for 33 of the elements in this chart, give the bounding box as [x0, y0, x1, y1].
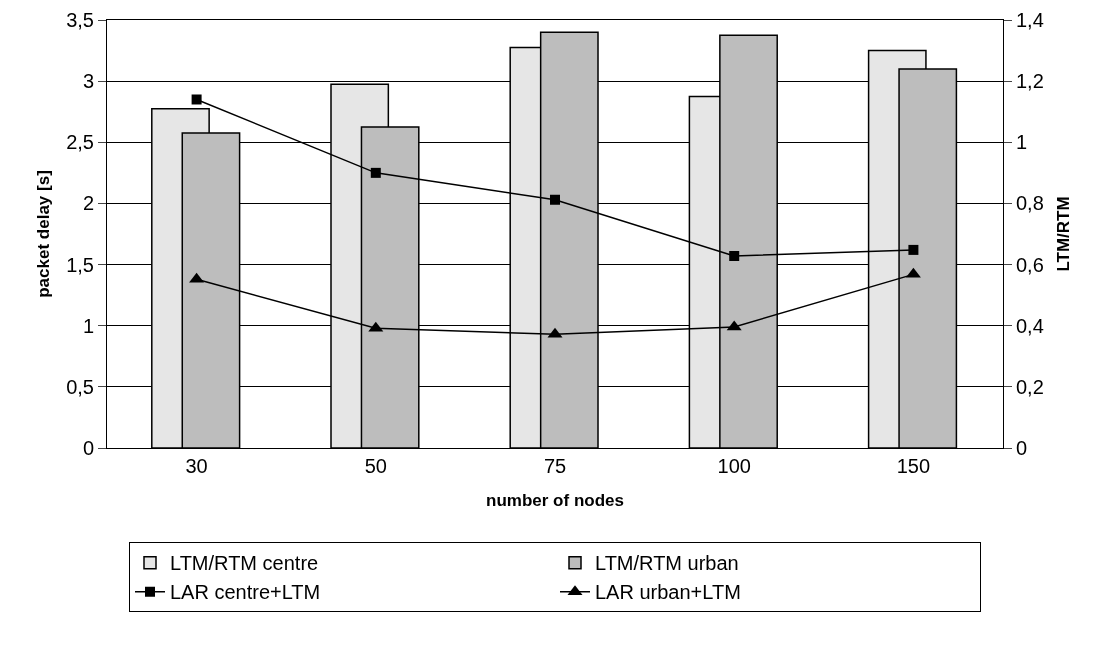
legend-label: LTM/RTM urban: [595, 552, 739, 575]
x-tick-label: 30: [185, 455, 208, 477]
x-axis-title: number of nodes: [486, 491, 624, 511]
y-tick-label: 3,5: [66, 9, 94, 31]
y2-tick-label: 1,2: [1016, 70, 1044, 93]
y-tick-label: 3: [82, 70, 94, 93]
y2-tick-label: 1: [1016, 131, 1028, 154]
y2-tick-label: 0: [1016, 437, 1028, 459]
point: [550, 194, 560, 205]
y2-axis-title: LTM/RTM: [1054, 196, 1074, 272]
y2-tick-label: 0,2: [1016, 375, 1044, 398]
x-tick-label: 150: [896, 455, 931, 477]
y2-tick-label: 1,4: [1016, 9, 1044, 31]
y-tick-label: 2: [82, 192, 94, 215]
y-tick-label: 1,5: [66, 253, 94, 276]
y-tick-label: 2,5: [66, 131, 94, 154]
y-tick-label: 1: [82, 314, 94, 337]
legend-label: LAR centre+LTM: [170, 581, 321, 604]
x-tick-label: 75: [543, 455, 567, 477]
y-tick-label: 0,5: [66, 375, 94, 398]
point: [370, 167, 381, 178]
point: [191, 94, 202, 105]
point: [908, 244, 919, 255]
x-tick-label: 50: [364, 455, 387, 477]
x-tick-label: 100: [717, 455, 751, 477]
y2-tick-label: 0,4: [1016, 314, 1044, 337]
point: [729, 251, 740, 262]
legend-label: LAR urban+LTM: [595, 581, 741, 604]
y-axis-title: packet delay [s]: [33, 170, 53, 298]
y2-tick-label: 0,8: [1016, 192, 1044, 215]
y2-tick-label: 0,6: [1016, 253, 1044, 276]
y-tick-label: 0: [82, 437, 94, 459]
legend-label: LTM/RTM centre: [170, 552, 319, 575]
